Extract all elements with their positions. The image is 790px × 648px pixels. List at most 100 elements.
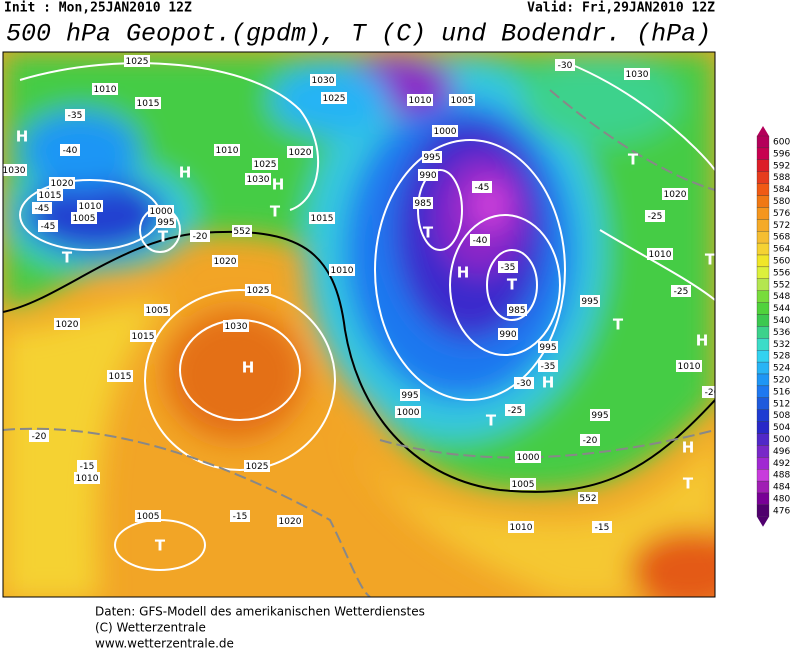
- colorbar-label: 552: [773, 280, 790, 290]
- label-box: [470, 234, 490, 246]
- low-marker: T: [423, 224, 434, 242]
- colorbar-cell: [756, 207, 770, 220]
- map-frame: [2, 51, 716, 598]
- colorbar-cell: [756, 147, 770, 160]
- colorbar-cell: [756, 397, 770, 410]
- footer-url: www.wetterzentrale.de: [95, 637, 234, 648]
- contour-label: 1010: [216, 146, 239, 156]
- colorbar-cell: [756, 409, 770, 422]
- colorbar-cap: [757, 126, 769, 136]
- colorbar-cell: [756, 338, 770, 351]
- contour-label: 1000: [150, 207, 173, 217]
- label-box: [580, 295, 600, 307]
- colorbar-label: 564: [773, 245, 790, 255]
- contour-label: 1005: [512, 480, 535, 490]
- label-box: [578, 492, 598, 504]
- colorbar-label: 584: [773, 185, 790, 195]
- label-box: [702, 386, 715, 398]
- label-box: [507, 304, 527, 316]
- contour-label: 1005: [137, 512, 160, 522]
- colorbar-label: 568: [773, 233, 790, 243]
- colorbar-label: 504: [773, 423, 790, 433]
- colorbar-cell: [756, 231, 770, 244]
- colorbar-label: 540: [773, 316, 790, 326]
- colorbar-label: 500: [773, 435, 790, 445]
- colorbar-label: 600: [773, 137, 790, 147]
- label-box: [449, 94, 475, 106]
- colorbar-cell: [756, 219, 770, 232]
- contour-label: 1025: [126, 57, 149, 67]
- label-box: [144, 304, 170, 316]
- contour-label: -15: [595, 523, 610, 533]
- contour-label: 990: [419, 171, 436, 181]
- label-box: [156, 216, 176, 228]
- contour-label: -35: [68, 111, 83, 121]
- high-marker: H: [682, 439, 695, 457]
- contour-label: 1025: [247, 286, 270, 296]
- colorbar-cell: [756, 290, 770, 303]
- contour-label: -20: [193, 232, 208, 242]
- high-marker: H: [16, 128, 29, 146]
- colorbar-cell: [756, 433, 770, 446]
- label-box: [190, 230, 210, 242]
- colorbar-label: 548: [773, 292, 790, 302]
- contour-label: 1025: [254, 160, 277, 170]
- label-box: [32, 202, 52, 214]
- contour-label: 1030: [247, 175, 270, 185]
- colorbar-label: 536: [773, 328, 790, 338]
- label-box: [3, 164, 27, 176]
- label-box: [49, 177, 75, 189]
- label-box: [245, 284, 271, 296]
- label-box: [74, 472, 100, 484]
- colorbar-cell: [756, 242, 770, 256]
- low-marker: T: [705, 251, 716, 269]
- colorbar-cell: [756, 278, 770, 291]
- low-marker: T: [613, 316, 624, 334]
- low-marker: T: [486, 412, 497, 430]
- contour-label: -20: [32, 432, 47, 442]
- colorbar-cell: [756, 254, 770, 268]
- contour-label: -20: [583, 436, 598, 446]
- contour-label: 1010: [678, 362, 701, 372]
- colorbar-cell: [756, 469, 770, 482]
- colorbar-label: 560: [773, 256, 790, 266]
- label-box: [514, 377, 534, 389]
- contour-label: 1015: [311, 214, 334, 224]
- contour-label: 1000: [434, 127, 457, 137]
- contour-label: 1005: [146, 306, 169, 316]
- colorbar-label: 480: [773, 494, 790, 504]
- label-box: [135, 97, 161, 109]
- high-marker: H: [457, 264, 470, 282]
- colorbar-label: 592: [773, 161, 790, 171]
- contour-label: 1010: [409, 96, 432, 106]
- label-box: [498, 328, 518, 340]
- colorbar-cell: [756, 350, 770, 363]
- label-box: [60, 144, 80, 156]
- colorbar-label: 556: [773, 268, 790, 278]
- label-box: [671, 285, 691, 297]
- label-box: [538, 360, 558, 372]
- label-box: [212, 255, 238, 267]
- label-box: [432, 125, 458, 137]
- label-box: [148, 205, 174, 217]
- colorbar-label: 484: [773, 483, 790, 493]
- low-marker: T: [158, 228, 169, 246]
- contour-label: -25: [648, 212, 663, 222]
- colorbar-label: 512: [773, 399, 790, 409]
- colorbar-cell: [756, 457, 770, 470]
- contour-label: 1010: [331, 266, 354, 276]
- contour-label: 1020: [51, 179, 74, 189]
- label-box: [38, 220, 58, 232]
- colorbar-cell: [756, 326, 770, 339]
- label-box: [590, 409, 610, 421]
- contour-label: -40: [473, 236, 488, 246]
- label-box: [244, 460, 270, 472]
- low-marker: T: [155, 537, 166, 555]
- colorbar-label: 596: [773, 149, 790, 159]
- contour-label: 990: [499, 330, 516, 340]
- contour-label: 1010: [79, 202, 102, 212]
- colorbar-cell: [756, 504, 770, 517]
- label-box: [214, 144, 240, 156]
- contour-label: 1010: [649, 250, 672, 260]
- contour-label: -40: [63, 146, 78, 156]
